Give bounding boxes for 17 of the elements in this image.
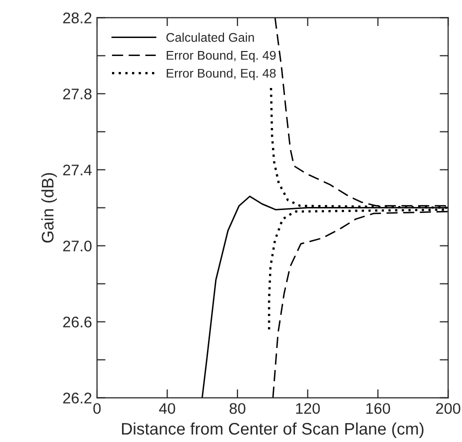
legend-label: Error Bound, Eq. 49 — [166, 50, 276, 62]
y-tick-label: 27.4 — [63, 164, 92, 176]
y-tick-label: 26.6 — [63, 316, 92, 328]
y-tick-label: 27.0 — [63, 240, 92, 252]
x-tick-label: 80 — [230, 403, 246, 414]
y-tick-label: 28.2 — [63, 12, 92, 24]
x-tick-label: 160 — [366, 403, 390, 414]
x-axis-title: Distance from Center of Scan Plane (cm) — [122, 422, 424, 438]
y-tick-label: 26.2 — [63, 392, 92, 404]
x-tick-label: 200 — [436, 403, 460, 414]
x-tick-label: 120 — [296, 403, 320, 414]
legend-label: Calculated Gain — [166, 32, 254, 42]
y-tick-label: 27.8 — [63, 88, 92, 100]
y-axis-title: Gain (dB) — [41, 173, 57, 243]
x-tick-label: 0 — [93, 403, 101, 414]
x-tick-label: 40 — [159, 403, 176, 414]
legend-label: Error Bound, Eq. 48 — [166, 68, 276, 80]
